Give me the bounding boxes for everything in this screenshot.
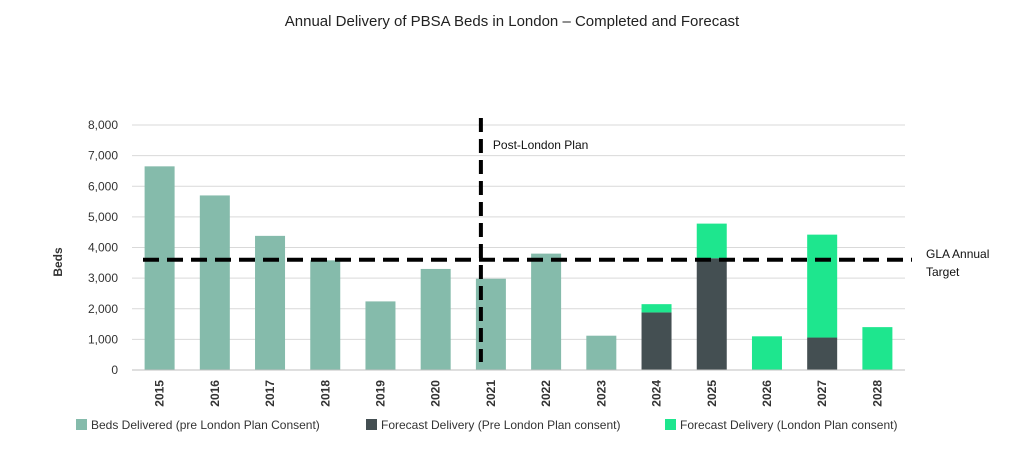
- legend-label: Beds Delivered (pre London Plan Consent): [91, 418, 320, 432]
- x-tick-label: 2016: [208, 380, 222, 407]
- bar: [807, 337, 838, 370]
- y-tick-label: 8,000: [88, 118, 118, 132]
- y-tick-label: 3,000: [88, 271, 118, 285]
- legend-swatch: [76, 419, 87, 430]
- x-tick-label: 2015: [153, 380, 167, 407]
- bar: [696, 223, 727, 259]
- post-london-plan-label: Post-London Plan: [493, 138, 588, 152]
- bar: [862, 327, 893, 370]
- bar: [310, 260, 341, 370]
- x-tick-label: 2022: [539, 380, 553, 407]
- x-tick-label: 2028: [870, 380, 884, 407]
- y-tick-label: 6,000: [88, 179, 118, 193]
- bar: [641, 304, 672, 313]
- y-tick-label: 1,000: [88, 332, 118, 346]
- x-tick-label: 2027: [815, 380, 829, 407]
- bar: [199, 195, 230, 370]
- legend-swatch: [665, 419, 676, 430]
- legend-label: Forecast Delivery (Pre London Plan conse…: [381, 418, 620, 432]
- gla-target-label-line1: GLA Annual: [926, 247, 989, 261]
- bar: [696, 258, 727, 370]
- x-tick-label: 2021: [484, 380, 498, 407]
- y-tick-label: 7,000: [88, 149, 118, 163]
- gridlines: [132, 124, 905, 340]
- bar: [807, 234, 838, 338]
- bar: [365, 301, 396, 370]
- bar: [586, 335, 617, 370]
- x-tick-label: 2020: [429, 380, 443, 407]
- y-tick-label: 4,000: [88, 241, 118, 255]
- x-tick-label: 2019: [373, 380, 387, 407]
- bar: [255, 235, 286, 370]
- x-tick-label: 2026: [760, 380, 774, 407]
- y-tick-label: 0: [111, 363, 118, 377]
- chart-title: Annual Delivery of PBSA Beds in London –…: [285, 13, 740, 30]
- y-axis-label: Beds: [51, 247, 65, 277]
- bar: [641, 312, 672, 370]
- gla-target-label-line2: Target: [926, 265, 960, 279]
- bar: [420, 268, 451, 370]
- x-tick-label: 2017: [263, 380, 277, 407]
- y-axis-ticks: 0 1,000 2,000 3,000 4,000 5,000 6,000 7,000 8,00…: [88, 118, 118, 377]
- legend-swatch: [366, 419, 377, 430]
- x-tick-label: 2025: [705, 380, 719, 407]
- y-tick-label: 2,000: [88, 302, 118, 316]
- x-tick-label: 2023: [594, 380, 608, 407]
- bar: [531, 253, 562, 370]
- legend-label: Forecast Delivery (London Plan consent): [680, 418, 897, 432]
- y-tick-label: 5,000: [88, 210, 118, 224]
- bar: [751, 336, 782, 370]
- x-axis-ticks: 2015 2016 2017 2018 2019 2020 2021 2022 2023 2024…: [153, 380, 885, 407]
- x-tick-label: 2018: [318, 380, 332, 407]
- bar: [144, 166, 175, 370]
- bars: [144, 166, 893, 370]
- legend: Beds Delivered (pre London Plan Consent)…: [76, 418, 897, 432]
- x-tick-label: 2024: [650, 380, 664, 407]
